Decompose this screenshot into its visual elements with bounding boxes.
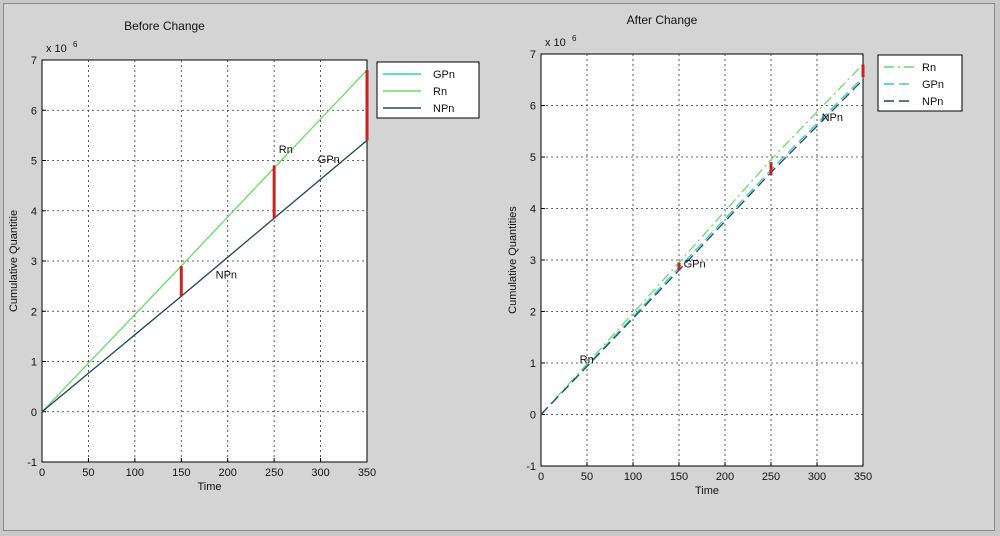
x-tick-label: 200 [219,467,237,479]
x-axis-label: Time [695,485,719,497]
series-line-npn [540,79,864,415]
y-tick-label: 2 [31,306,37,318]
x-tick-label: 200 [716,471,734,483]
chart-title: After Change [627,13,698,27]
legend-label-npn: NPn [433,103,454,115]
y-tick-label: 3 [31,256,37,268]
x-tick-label: 300 [808,471,826,483]
legend-label-npn: NPn [922,96,943,108]
figure-window: 0 50 100 150 200 250 300 350 -1 0 1 2 3 4 5 6 7 x 10 6 Befo… [3,3,995,531]
y-tick-label: 7 [530,49,536,61]
y-tick-label: 3 [530,255,536,267]
series-line-npn [41,139,368,413]
y-tick-label: 2 [530,307,536,319]
y-tick-label: 6 [530,101,536,113]
legend-label-gpn: GPn [922,79,944,91]
annotation-npn: NPn [822,112,843,124]
y-tick-label: 1 [31,357,37,369]
y-tick-label: 0 [31,407,37,419]
y-tick-label: -1 [526,461,536,473]
chart-title: Before Change [124,19,205,33]
y-tick-label: 1 [530,358,536,370]
exponent-power: 6 [73,40,78,49]
annotation-gpn: GPn [318,154,340,166]
annotation-rn: Rn [580,354,594,366]
x-tick-label: 150 [670,471,688,483]
x-tick-label: 250 [265,467,283,479]
x-tick-label: 50 [581,471,593,483]
legend-label-rn: Rn [433,86,447,98]
series-line-rn [41,69,368,413]
annotation-rn: Rn [279,144,293,156]
y-axis-label: Cumulative Quantitie [8,210,20,312]
y-tick-label: 7 [31,55,37,67]
x-tick-label: 0 [538,471,544,483]
y-tick-label: -1 [27,457,37,469]
legend-label-gpn: GPn [433,69,455,81]
y-tick-label: 4 [530,204,536,216]
x-tick-label: 50 [82,467,94,479]
x-axis-label: Time [197,481,221,493]
annotation-gpn: GPn [684,259,706,271]
exponent-label: x 10 [46,43,67,55]
y-tick-label: 6 [31,105,37,117]
legend: Rn GPn NPn [877,54,963,112]
x-tick-label: 100 [624,471,642,483]
legend: GPn Rn NPn [376,61,480,119]
y-axis-label: Cumulative Quantities [507,206,519,314]
x-tick-label: 150 [172,467,190,479]
x-tick-label: 100 [126,467,144,479]
x-tick-label: 0 [39,467,45,479]
annotation-npn: NPn [216,270,237,282]
legend-label-rn: Rn [922,62,936,74]
x-tick-label: 250 [762,471,780,483]
x-tick-label: 350 [854,471,872,483]
legend-box [376,61,480,119]
y-tick-label: 4 [31,206,37,218]
x-tick-label: 300 [311,467,329,479]
exponent-label: x 10 [545,37,566,49]
legend-box [877,54,963,112]
y-tick-label: 5 [31,156,37,168]
exponent-power: 6 [572,34,577,43]
x-tick-label: 350 [358,467,376,479]
y-tick-label: 5 [530,152,536,164]
y-tick-label: 0 [530,410,536,422]
series-line-rn [540,63,864,415]
